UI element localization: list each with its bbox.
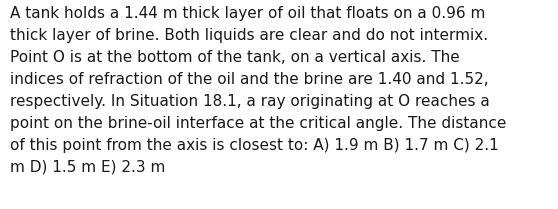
Text: A tank holds a 1.44 m thick layer of oil that floats on a 0.96 m
thick layer of : A tank holds a 1.44 m thick layer of oil… [10, 6, 507, 175]
